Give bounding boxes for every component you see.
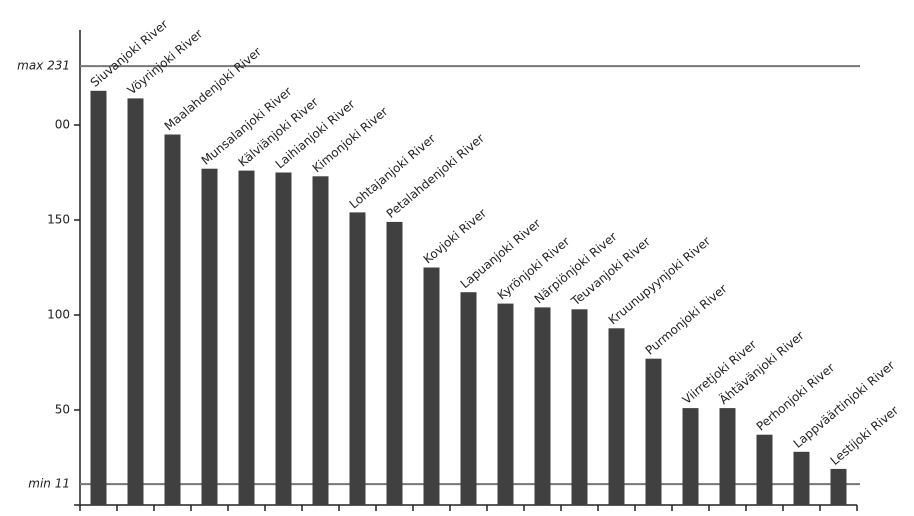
reference-label: max 231 (17, 59, 70, 73)
bar-label: Lappväärtinjoki River (791, 358, 898, 451)
bar (164, 134, 181, 505)
y-tick-label: 00 (55, 118, 70, 132)
bar-label: Siuvanjoki River (88, 17, 171, 90)
y-tick-label: 50 (55, 403, 70, 417)
bar (534, 307, 551, 505)
bar (793, 451, 810, 505)
bar (682, 408, 699, 505)
y-tick-label: 100 (47, 308, 70, 322)
bar (349, 212, 366, 505)
bar (90, 90, 107, 506)
bar (423, 267, 440, 505)
bar (238, 170, 255, 505)
bar-label: Kovjoki River (421, 206, 489, 267)
bar (645, 358, 662, 505)
reference-label: min 11 (28, 477, 70, 491)
bar (497, 303, 514, 505)
bar (312, 176, 329, 506)
bar (127, 98, 144, 506)
bar (830, 468, 847, 505)
bar-label: Kimonjoki River (310, 104, 391, 175)
bar (756, 434, 773, 505)
bar (719, 408, 736, 505)
bar-label: Purmonjoki River (643, 281, 730, 357)
bar (201, 168, 218, 505)
y-tick-label: 150 (47, 213, 70, 227)
bar-label: Lohtajanjoki River (347, 131, 439, 211)
bar (571, 309, 588, 505)
bar (386, 221, 403, 505)
bar (275, 172, 292, 505)
bar (608, 328, 625, 505)
bar (460, 292, 477, 505)
